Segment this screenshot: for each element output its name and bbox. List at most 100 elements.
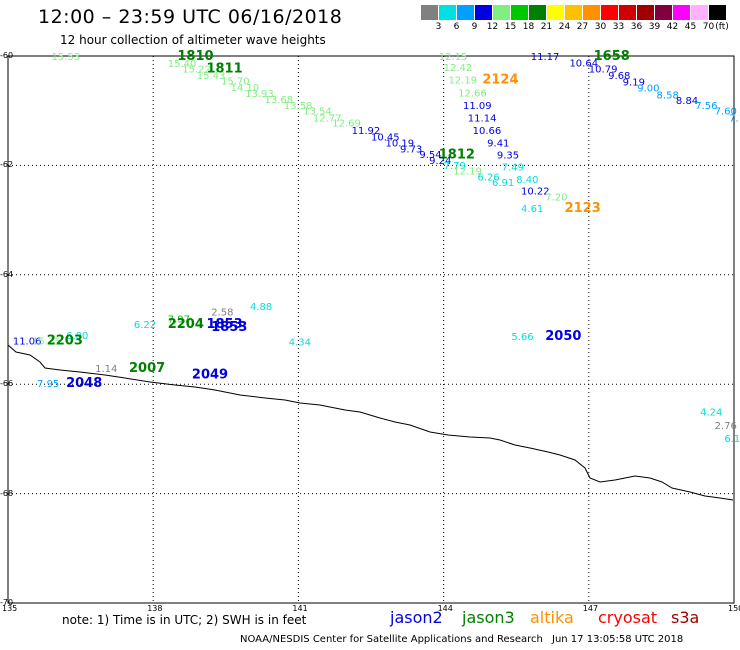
wave-height-label: 7.95 xyxy=(37,379,59,390)
scale-swatch xyxy=(637,5,654,20)
wave-height-label: 6.22 xyxy=(134,320,156,331)
page-title: 12:00 – 23:59 UTC 06/16/2018 xyxy=(38,6,343,28)
lon-tick-label: 147 xyxy=(582,604,599,613)
scale-swatch xyxy=(421,5,438,20)
wave-height-label: 8.40 xyxy=(516,175,538,186)
scale-swatch xyxy=(565,5,582,20)
wave-height-label: 12.19 xyxy=(453,166,482,177)
wave-height-label: 10.64 xyxy=(569,59,598,70)
page-subtitle: 12 hour collection of altimeter wave hei… xyxy=(60,33,326,47)
scale-swatch xyxy=(709,5,726,20)
satellite-legend-jason2: jason2 xyxy=(390,608,443,627)
scale-label: 36 xyxy=(630,22,643,32)
wave-height-label: 12.15 xyxy=(439,52,468,63)
wave-height-label: 2.76 xyxy=(715,421,737,432)
footer-note: note: 1) Time is in UTC; 2) SWH is in fe… xyxy=(62,613,307,627)
wave-height-label: 10.79 xyxy=(589,65,618,76)
pass-time-label: 1812 xyxy=(439,147,475,162)
wave-height-label: 9.35 xyxy=(497,150,519,161)
lon-tick-label: 144 xyxy=(437,604,453,613)
scale-label: 27 xyxy=(576,22,589,32)
scale-label: 42 xyxy=(666,22,679,32)
scale-label: 15 xyxy=(504,22,517,32)
scale-swatch xyxy=(691,5,708,20)
scale-label: 39 xyxy=(648,22,661,32)
wave-height-label: 9.68 xyxy=(608,71,630,82)
scale-swatch xyxy=(475,5,492,20)
lon-tick-label: 150 xyxy=(728,604,740,613)
wave-height-label: 7.79 xyxy=(444,161,466,172)
wave-height-label: 13.58 xyxy=(284,101,313,112)
scale-label: 45 xyxy=(684,22,697,32)
wave-height-label: 12.42 xyxy=(444,63,473,74)
scale-label: 30 xyxy=(594,22,607,32)
wave-height-label: 6.80 xyxy=(66,331,88,342)
wave-height-label: 10.19 xyxy=(386,138,415,149)
pass-time-label: 2203 xyxy=(47,333,83,348)
wave-height-label: 7.56 xyxy=(695,101,717,112)
wave-height-label: 4.88 xyxy=(250,302,272,313)
lon-tick-label: 138 xyxy=(147,604,163,613)
wave-height-label: 9.54 xyxy=(419,150,441,161)
scale-label: 3 xyxy=(435,22,442,32)
wave-height-label: 15.22 xyxy=(182,65,211,76)
wave-height-label: 9.19 xyxy=(623,78,645,89)
pass-time-label: 1810 xyxy=(177,49,213,64)
lat-tick-label: -70 xyxy=(0,598,14,607)
wave-height-label: 8.84 xyxy=(676,96,698,107)
scale-label: 70 xyxy=(702,22,715,32)
scale-swatch xyxy=(601,5,618,20)
wave-height-label: 7.60 xyxy=(715,107,737,118)
pass-time-label: 2007 xyxy=(129,361,165,376)
wave-height-label: 15.43 xyxy=(197,71,226,82)
lon-tick-label: 135 xyxy=(2,604,18,613)
wave-height-label: 13.54 xyxy=(303,107,332,118)
pass-time-label: 2050 xyxy=(545,329,581,344)
pass-time-label: 2049 xyxy=(192,367,228,382)
scale-label: 6 xyxy=(453,22,460,32)
color-scale-legend: 3 6 9 12 15 18 21 24 27 30 33 36 39 42 45 70 (ft) xyxy=(421,5,729,32)
pass-time-label: 1853 xyxy=(211,320,247,335)
scale-label: 9 xyxy=(471,22,478,32)
scale-label: 18 xyxy=(522,22,535,32)
wave-height-label: 14.10 xyxy=(231,83,260,94)
pass-time-label: 1658 xyxy=(594,49,630,64)
lat-tick-label: -64 xyxy=(0,269,14,279)
wave-height-label: 15.35 xyxy=(32,336,61,347)
wave-height-label: 6.26 xyxy=(477,172,499,183)
wave-height-label: 7.49 xyxy=(502,162,524,173)
wave-height-label: 12.66 xyxy=(458,89,487,100)
wave-height-label: 4.61 xyxy=(521,204,543,215)
wave-height-label: 11.17 xyxy=(531,52,560,63)
wave-height-label: 11.06 xyxy=(13,336,42,347)
wave-height-label: 1.14 xyxy=(95,364,117,375)
scale-swatch xyxy=(673,5,690,20)
wave-height-label: 4.24 xyxy=(700,408,722,419)
scale-swatch xyxy=(619,5,636,20)
wave-height-label: 11.09 xyxy=(463,101,492,112)
pass-time-label: 2123 xyxy=(565,201,601,216)
scale-label: 24 xyxy=(558,22,571,32)
wave-height-label: 9.41 xyxy=(487,138,509,149)
wave-height-label: 9.73 xyxy=(400,144,422,155)
wave-height-label: 12.69 xyxy=(332,119,361,130)
satellite-legend-cryosat: cryosat xyxy=(598,608,658,627)
wave-height-label: 6.1 xyxy=(724,434,740,445)
wave-height-label: 10.22 xyxy=(521,187,550,198)
scale-unit: (ft) xyxy=(715,22,729,32)
scale-swatch xyxy=(457,5,474,20)
observation-layer: 15.53 181015.4015.22181115.4315.7014.1013… xyxy=(13,49,740,445)
lat-tick-label: -62 xyxy=(0,160,14,170)
wave-height-label: 6.91 xyxy=(492,178,514,189)
satellite-legend-s3a: s3a xyxy=(671,608,700,627)
scale-swatch xyxy=(493,5,510,20)
scale-swatch xyxy=(529,5,546,20)
wave-height-label: 15.53 xyxy=(52,52,81,63)
pass-time-label: 2204 xyxy=(168,317,204,332)
wave-height-label: 15.70 xyxy=(221,77,250,88)
lat-tick-label: -60 xyxy=(0,51,14,60)
wave-height-label: 7.20 xyxy=(545,193,567,204)
wave-height-label: 15.40 xyxy=(168,59,197,70)
scale-swatch xyxy=(547,5,564,20)
wave-height-label: 4.34 xyxy=(289,338,311,349)
